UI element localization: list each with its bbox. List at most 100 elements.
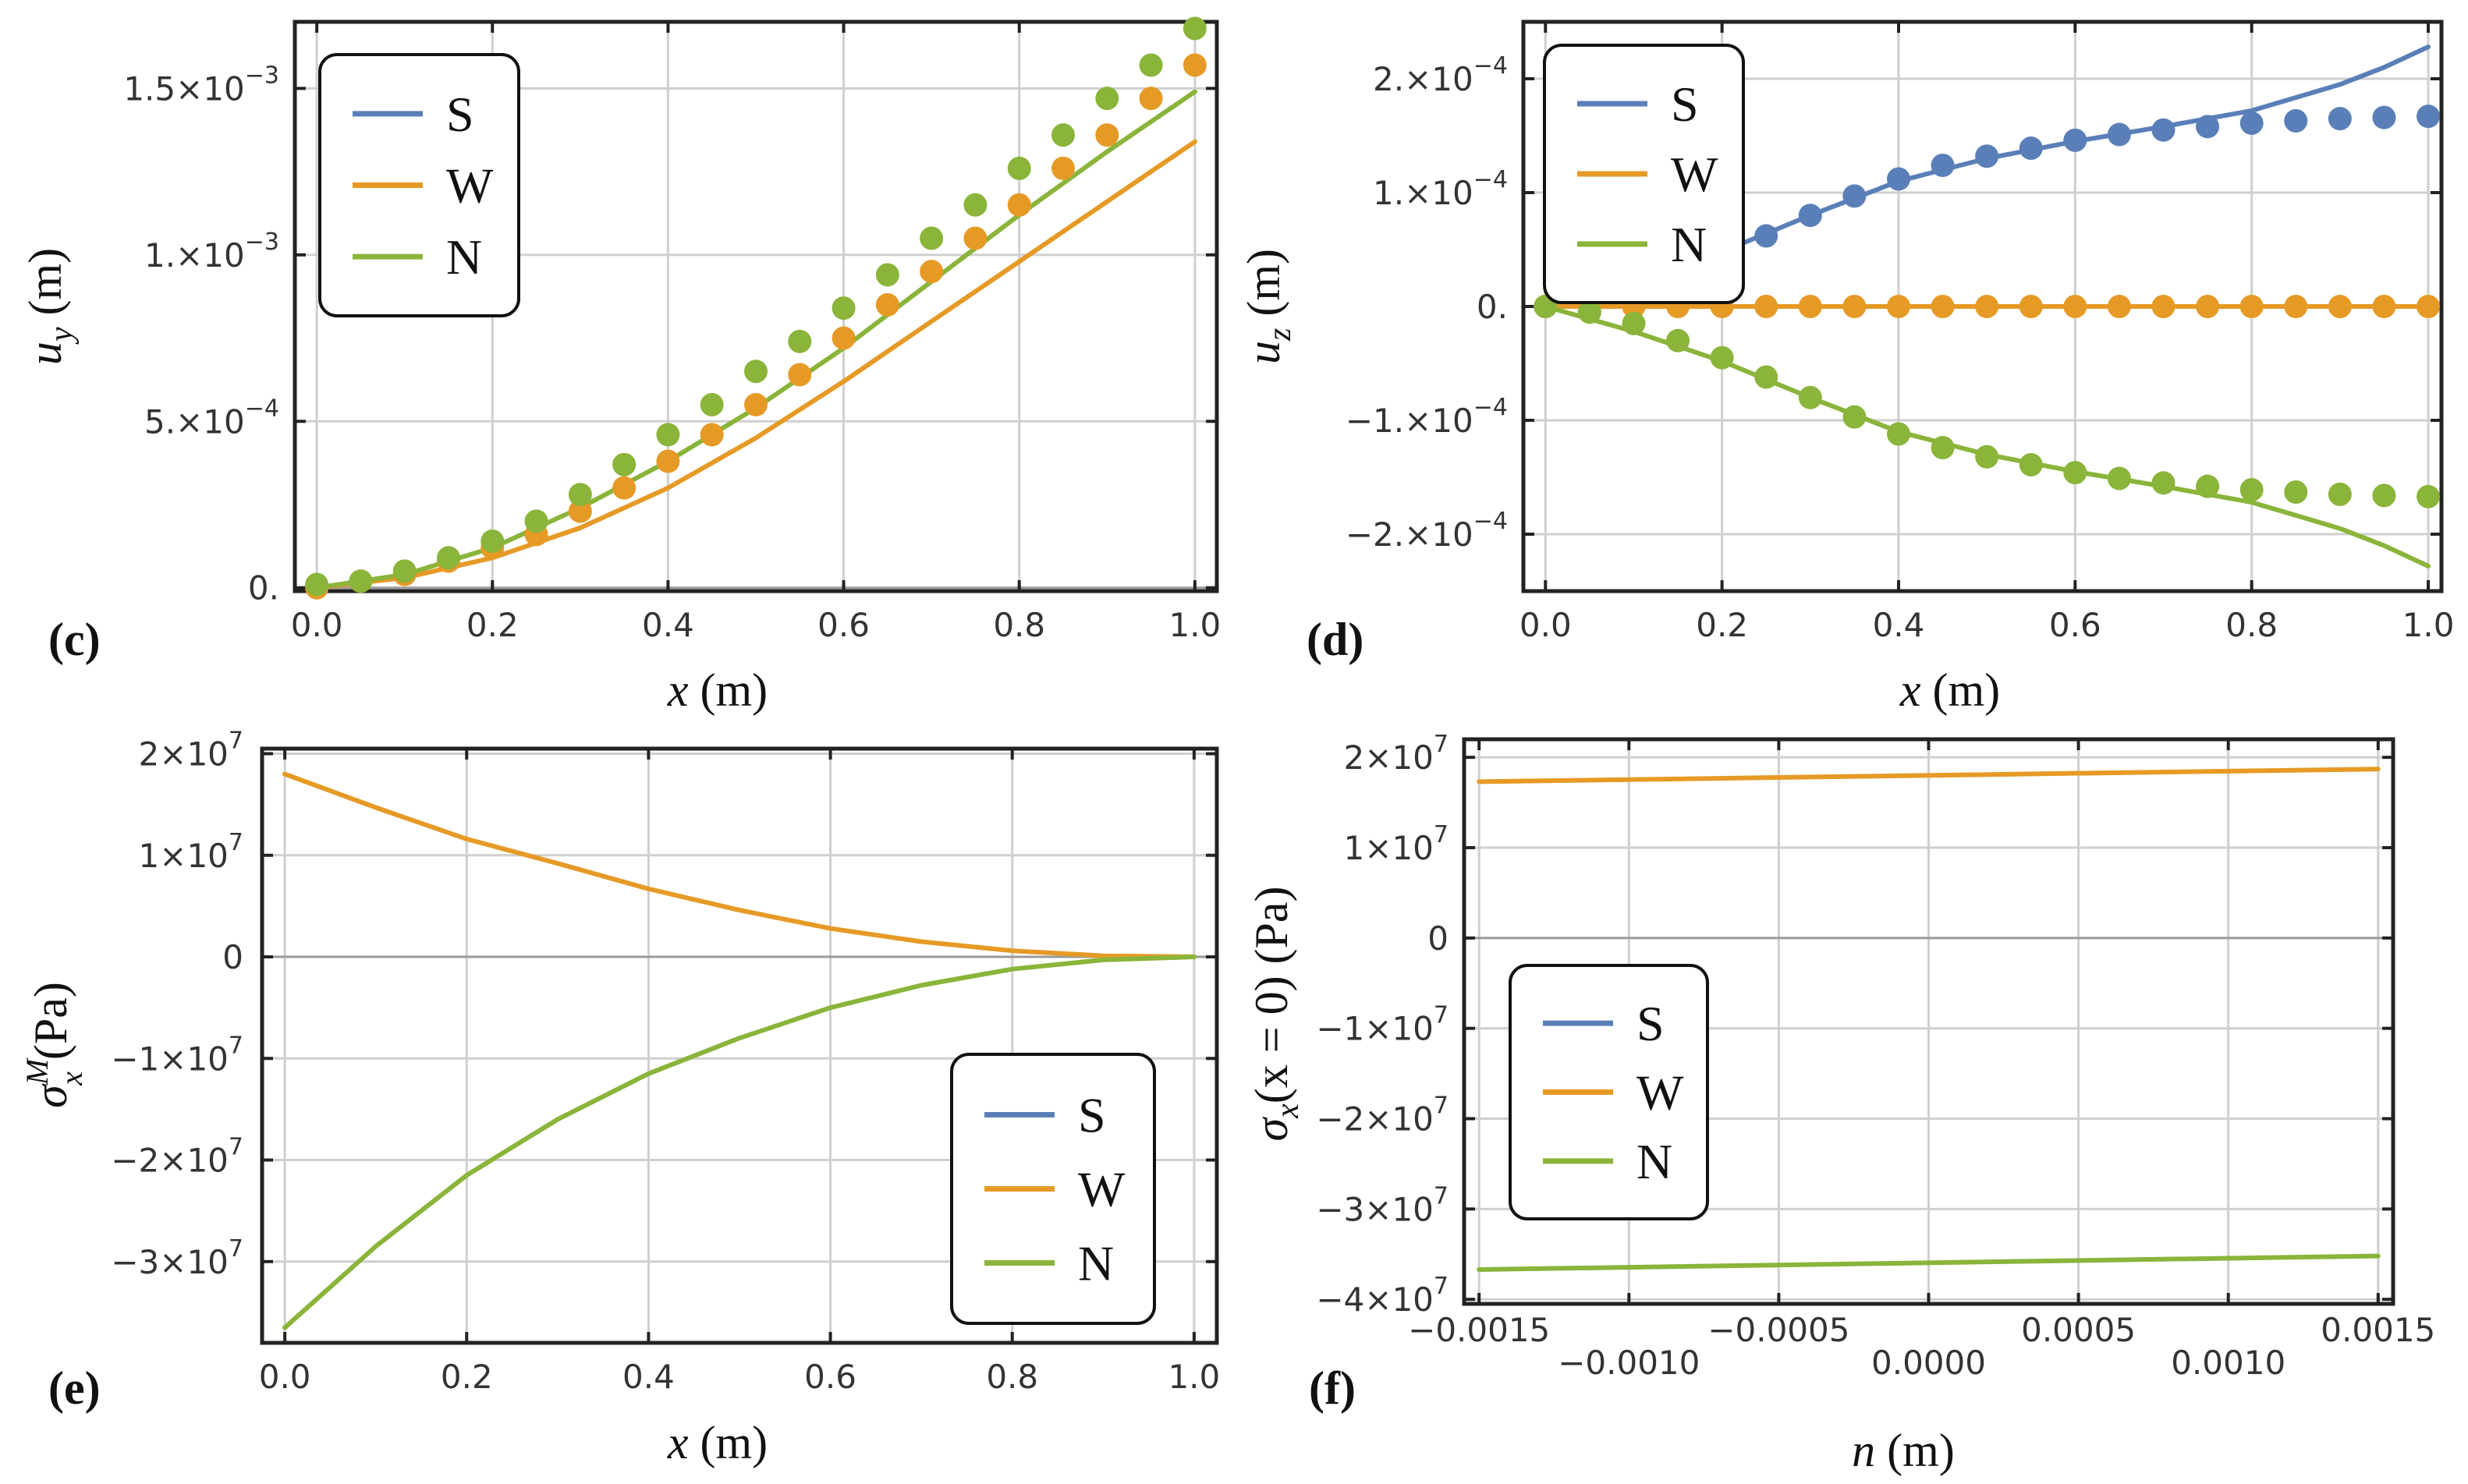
data-point-S — [2063, 128, 2087, 152]
data-point-W — [568, 499, 592, 523]
legend-label-W: W — [1636, 1065, 1684, 1121]
panel-d: 0.0 0.2 0.4 0.6 0.8 1.0−2.×10−4−1.×10−40.1.×1… — [1238, 19, 2454, 716]
y-tick-label: −2×107 — [1316, 1093, 1449, 1139]
y-axis-subscript: x — [1270, 1103, 1306, 1119]
data-point-W — [612, 476, 637, 500]
y-tick-label: 5.×10−4 — [144, 395, 279, 441]
data-point-W — [1842, 295, 1867, 318]
y-tick-label: 1.×10−4 — [1373, 166, 1508, 212]
data-point-W — [700, 423, 724, 447]
y-tick-label-exponent: −3 — [245, 228, 279, 256]
series-line-W — [282, 771, 1197, 959]
y-tick-label-exponent: 7 — [1434, 1182, 1449, 1210]
data-point-W — [1886, 295, 1910, 318]
data-point-N — [2019, 452, 2043, 476]
data-point-W — [2417, 295, 2441, 318]
data-point-N — [1183, 16, 1207, 41]
data-point-N — [568, 483, 592, 507]
data-point-W — [2284, 295, 2308, 318]
y-tick-label-base: −1×10 — [111, 1040, 229, 1078]
y-tick-label: −2×107 — [111, 1134, 243, 1180]
x-axis-unit: (m) — [1875, 1425, 1955, 1476]
legend-label-W: W — [446, 158, 494, 214]
x-axis-label: x (m) — [667, 1417, 768, 1468]
x-tick-label: 0.0 — [291, 606, 343, 644]
data-point-N — [2239, 478, 2264, 502]
x-axis-label: n (m) — [1852, 1425, 1955, 1476]
x-tick-label: −0.0005 — [1707, 1311, 1849, 1349]
y-tick-label: −3×107 — [111, 1235, 243, 1281]
y-tick-label-exponent: −4 — [245, 395, 279, 422]
y-axis-variable: σ — [25, 1083, 76, 1108]
y-tick-label: −1×107 — [111, 1032, 243, 1078]
x-axis-label: x (m) — [667, 664, 768, 716]
data-point-N — [788, 329, 812, 353]
data-point-S — [2372, 105, 2396, 129]
data-point-N — [1842, 405, 1867, 429]
data-point-W — [1754, 295, 1778, 318]
panel-e: 0.0 0.2 0.4 0.6 0.8 1.0−3×107−2×107−1×10701×1… — [20, 728, 1220, 1468]
panel-label: (e) — [48, 1362, 101, 1414]
panel-c: 0.0 0.2 0.4 0.6 0.8 1.00.5.×10−41.×10−31.5×10… — [20, 16, 1221, 716]
y-tick-label: 1×107 — [1344, 821, 1449, 867]
data-point-N — [875, 263, 899, 287]
y-tick-label-base: 0 — [222, 938, 243, 976]
data-point-W — [1931, 295, 1955, 318]
data-point-S — [2239, 111, 2264, 135]
legend-label-W: W — [1078, 1162, 1126, 1217]
data-point-N — [1975, 444, 1999, 469]
y-tick-label-base: 1×10 — [1344, 829, 1434, 867]
data-point-S — [2284, 109, 2308, 133]
y-axis-label: uy (m) — [20, 248, 80, 365]
y-tick-label: 1×107 — [139, 829, 243, 875]
y-tick-label-base: 5.×10 — [144, 402, 245, 441]
y-tick-label-base: 2×10 — [1344, 738, 1434, 777]
plot-frame — [293, 19, 1219, 593]
data-point-N — [392, 559, 417, 583]
x-tick-label: 0.0010 — [2171, 1344, 2285, 1382]
x-tick-label: −0.0010 — [1558, 1344, 1700, 1382]
data-point-W — [2239, 295, 2264, 318]
data-point-W — [2196, 295, 2220, 318]
data-point-N — [1931, 436, 1955, 460]
x-tick-label: 0.0 — [1519, 606, 1572, 644]
data-point-S — [1754, 224, 1778, 248]
y-tick-label: 1.×10−3 — [144, 228, 279, 274]
y-tick-label-base: −3×10 — [1316, 1190, 1434, 1228]
data-point-W — [2328, 295, 2352, 318]
data-point-W — [1139, 87, 1163, 111]
x-axis-variable: x — [1899, 664, 1921, 716]
data-point-S — [2328, 107, 2352, 131]
panel-label: (d) — [1307, 614, 1363, 665]
y-tick-label-base: −2.×10 — [1346, 515, 1473, 554]
y-tick-label-base: −3×10 — [111, 1243, 229, 1281]
data-point-W — [832, 326, 856, 350]
data-point-N — [480, 529, 505, 553]
data-point-N — [1577, 300, 1601, 324]
series-line-N — [282, 955, 1197, 1330]
y-tick-label-base: 1.5×10 — [123, 69, 244, 108]
data-point-W — [2151, 295, 2175, 318]
y-tick-label: −4×107 — [1316, 1273, 1449, 1319]
data-point-W — [2107, 295, 2131, 318]
y-tick-label: 1.5×10−3 — [123, 62, 279, 108]
y-axis-unit: (Pa) — [25, 982, 76, 1071]
data-point-N — [1622, 311, 1646, 335]
data-point-N — [305, 572, 329, 597]
data-point-S — [1842, 184, 1867, 208]
data-point-W — [920, 260, 944, 284]
x-tick-label: 0.6 — [804, 1358, 856, 1396]
y-axis-variable: σ — [1246, 1117, 1297, 1142]
data-point-N — [2107, 466, 2131, 491]
series-line-W — [314, 139, 1197, 590]
panel-label: (c) — [48, 614, 101, 665]
x-tick-label: 0.0015 — [2321, 1311, 2435, 1349]
x-axis-label: x (m) — [1899, 664, 2000, 716]
data-point-W — [1051, 156, 1075, 180]
y-axis-label: σMx (Pa) — [20, 982, 89, 1108]
y-tick-label-base: 2.×10 — [1373, 60, 1473, 98]
data-point-N — [349, 569, 373, 593]
data-point-W — [656, 449, 680, 473]
legend-label-S: S — [1636, 996, 1665, 1051]
legend: SWN — [1543, 44, 1745, 304]
